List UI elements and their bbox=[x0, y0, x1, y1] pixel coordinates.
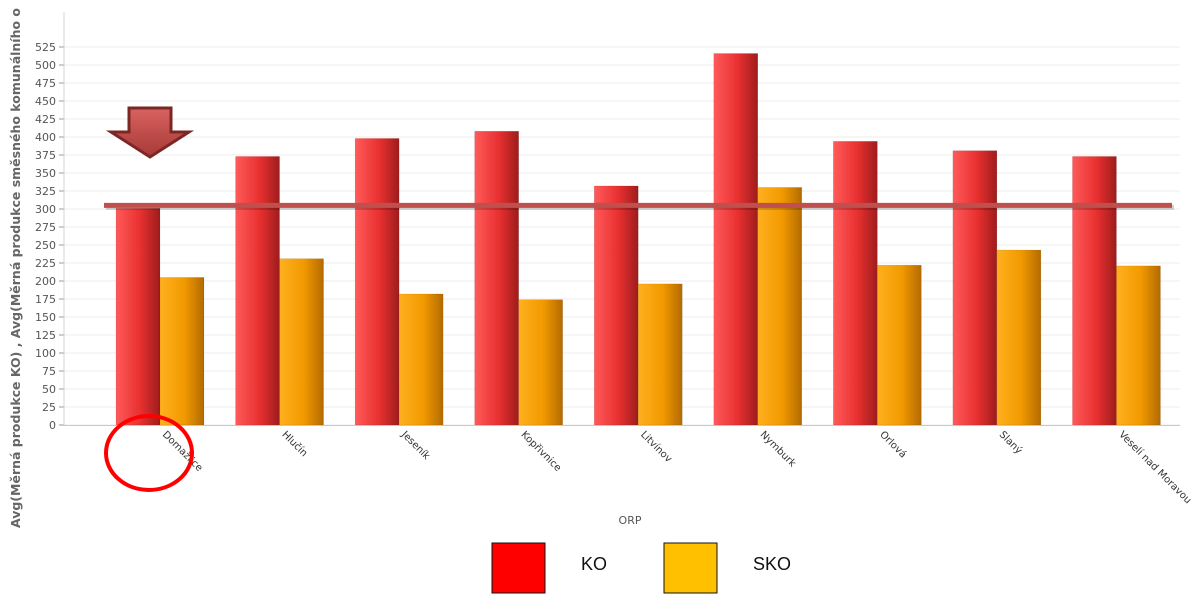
reference-line bbox=[104, 202, 1174, 210]
x-category-label: Slaný bbox=[997, 429, 1025, 457]
bar-sko-7 bbox=[996, 249, 1042, 426]
y-tick-label: 150 bbox=[35, 311, 56, 324]
arrow-down-icon bbox=[105, 106, 195, 159]
bar-ko-1 bbox=[235, 156, 280, 426]
bar-sko-1 bbox=[279, 258, 324, 426]
x-axis-category-labels: Domažlice Hlučín Jeseník Kopřivnice Litvínov… bbox=[160, 428, 1194, 506]
x-category-label: Veselí nad Moravou bbox=[1116, 429, 1194, 507]
x-axis-title: ORP bbox=[619, 514, 642, 527]
bars bbox=[115, 53, 1161, 426]
y-tick-label: 100 bbox=[35, 347, 56, 360]
y-tick-label: 50 bbox=[42, 383, 56, 396]
y-tick-label: 325 bbox=[35, 185, 56, 198]
bar-ko-6 bbox=[833, 141, 878, 426]
x-category-label: Hlučín bbox=[279, 429, 310, 460]
bar-ko-8 bbox=[1072, 156, 1117, 426]
y-tick-label: 275 bbox=[35, 221, 56, 234]
bar-sko-6 bbox=[877, 264, 922, 426]
bar-sko-0 bbox=[159, 277, 205, 426]
bar-ko-7 bbox=[952, 150, 998, 426]
y-tick-label: 0 bbox=[49, 419, 56, 432]
legend-label-sko: SKO bbox=[753, 554, 791, 574]
y-tick-label: 425 bbox=[35, 113, 56, 126]
y-tick-label: 350 bbox=[35, 167, 56, 180]
y-tick-label: 450 bbox=[35, 95, 56, 108]
bar-ko-3 bbox=[474, 130, 519, 426]
x-category-label: Domažlice bbox=[160, 429, 205, 474]
y-tick-label: 375 bbox=[35, 149, 56, 162]
bar-sko-2 bbox=[398, 293, 444, 426]
legend-label-ko: KO bbox=[581, 554, 607, 574]
highlight-annotations bbox=[104, 106, 195, 492]
y-tick-label: 400 bbox=[35, 131, 56, 144]
legend: KO SKO bbox=[491, 542, 791, 594]
bar-sko-5 bbox=[757, 187, 803, 426]
y-tick-label: 250 bbox=[35, 239, 56, 252]
y-tick-label: 75 bbox=[42, 365, 56, 378]
y-tick-label: 300 bbox=[35, 203, 56, 216]
y-tick-label: 25 bbox=[42, 401, 56, 414]
y-tick-label: 225 bbox=[35, 257, 56, 270]
y-tick-label: 125 bbox=[35, 329, 56, 342]
x-category-label: Kopřivnice bbox=[519, 429, 564, 474]
bar-ko-0 bbox=[115, 208, 161, 426]
y-tick-label: 475 bbox=[35, 77, 56, 90]
y-axis-ticks: 0 25 50 75 100 125 150 175 200 225 250 275 300 325 350… bbox=[35, 12, 65, 432]
legend-swatch-ko bbox=[491, 542, 546, 594]
y-tick-label: 200 bbox=[35, 275, 56, 288]
bar-ko-2 bbox=[354, 138, 400, 426]
y-tick-label: 175 bbox=[35, 293, 56, 306]
highlight-circle bbox=[104, 414, 194, 492]
bar-sko-4 bbox=[637, 283, 683, 426]
bar-sko-3 bbox=[518, 299, 563, 426]
x-category-label: Orlová bbox=[877, 429, 909, 461]
bar-ko-5 bbox=[713, 53, 759, 426]
x-category-label: Litvínov bbox=[638, 429, 674, 465]
bar-sko-8 bbox=[1116, 265, 1161, 426]
y-tick-label: 500 bbox=[35, 59, 56, 72]
legend-swatch-sko bbox=[663, 542, 718, 594]
x-category-label: Jeseník bbox=[398, 428, 432, 462]
y-tick-label: 525 bbox=[35, 41, 56, 54]
bar-ko-4 bbox=[593, 185, 639, 426]
x-category-label: Nymburk bbox=[758, 429, 798, 469]
y-axis-title: Avg(Měrná produkce KO) , Avg(Měrná produ… bbox=[8, 8, 23, 528]
